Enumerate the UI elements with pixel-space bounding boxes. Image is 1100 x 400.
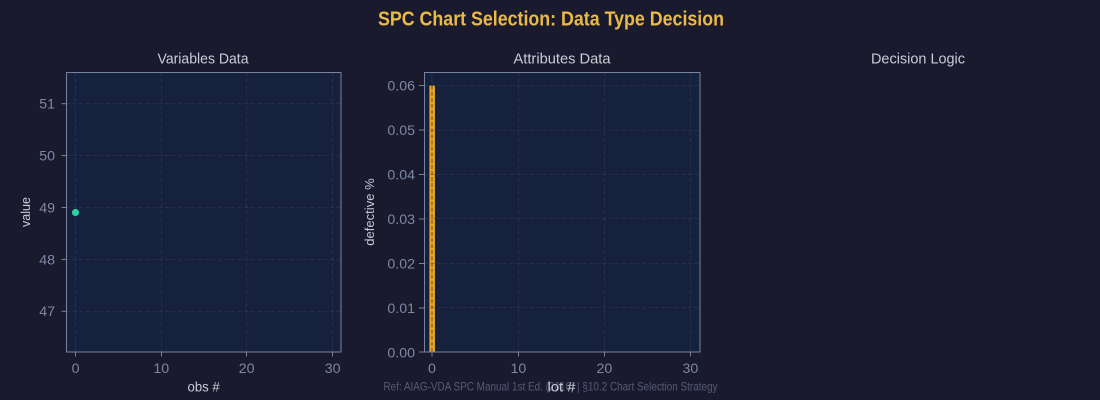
svg-text:51: 51 [39, 97, 55, 113]
svg-text:Decision Logic: Decision Logic [871, 50, 965, 67]
svg-text:0.02: 0.02 [387, 257, 415, 273]
svg-text:0.01: 0.01 [387, 301, 415, 317]
svg-text:0.05: 0.05 [387, 123, 415, 139]
svg-text:SPC Chart Selection: Data Type: SPC Chart Selection: Data Type Decision [378, 9, 724, 31]
svg-text:0.03: 0.03 [387, 212, 415, 228]
svg-text:value: value [19, 197, 33, 227]
svg-text:50: 50 [39, 149, 55, 165]
svg-text:0: 0 [72, 361, 80, 377]
svg-text:0.04: 0.04 [387, 168, 415, 184]
svg-text:48: 48 [39, 252, 55, 268]
svg-text:47: 47 [39, 304, 55, 320]
svg-text:Variables Data: Variables Data [158, 50, 250, 67]
svg-text:0.06: 0.06 [387, 79, 415, 95]
svg-text:10: 10 [153, 361, 169, 377]
svg-text:lot #: lot # [548, 379, 577, 394]
svg-text:Attributes Data: Attributes Data [514, 50, 612, 67]
svg-text:30: 30 [683, 361, 699, 377]
svg-text:30: 30 [325, 361, 341, 377]
svg-text:defective %: defective % [363, 178, 377, 246]
svg-text:0: 0 [428, 361, 436, 377]
svg-text:Ref: AIAG-VDA SPC Manual 1st E: Ref: AIAG-VDA SPC Manual 1st Ed. (2016) … [384, 380, 718, 394]
svg-text:20: 20 [597, 361, 613, 377]
svg-text:20: 20 [239, 361, 255, 377]
svg-text:obs #: obs # [188, 380, 221, 395]
svg-text:49: 49 [39, 200, 55, 216]
svg-text:0.00: 0.00 [387, 346, 415, 362]
svg-text:10: 10 [511, 361, 527, 377]
